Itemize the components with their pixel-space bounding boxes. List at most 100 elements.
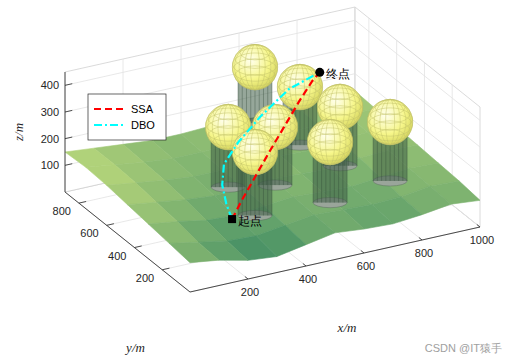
sphere [367, 99, 412, 144]
sphere [232, 129, 277, 174]
sphere-mesh [235, 151, 275, 171]
sphere-mesh [250, 44, 259, 89]
sphere-mesh [240, 159, 270, 174]
terrain [65, 91, 480, 263]
annotation: 起点 [238, 214, 262, 228]
sphere-mesh [235, 48, 275, 68]
point-marker [315, 68, 324, 77]
tick-label: 800 [415, 247, 433, 259]
y-axis-line [65, 192, 190, 292]
sphere-mesh [240, 45, 270, 60]
walls [65, 7, 480, 292]
sphere-mesh [235, 66, 275, 86]
sphere-mesh [240, 74, 270, 89]
sphere-mesh [314, 119, 346, 164]
terrain-cell [169, 242, 219, 262]
plot-area [65, 44, 480, 262]
sphere [232, 44, 277, 89]
sphere-mesh [280, 68, 320, 88]
sphere-mesh [370, 103, 410, 123]
wall [65, 127, 480, 292]
sphere-mesh [235, 44, 276, 89]
sphere-mesh [310, 123, 350, 143]
sphere-mesh [245, 129, 265, 174]
sphere-mesh [370, 121, 410, 141]
markers [228, 68, 324, 223]
axes: 2004006008001000200400600800100200300400… [11, 72, 494, 355]
grid-line [355, 20, 480, 120]
tick [65, 110, 72, 112]
sphere-mesh [326, 119, 335, 164]
tick-label: 200 [136, 272, 154, 284]
sphere-mesh [374, 99, 406, 144]
tick-label: 400 [41, 79, 59, 91]
tick-label: 800 [53, 205, 71, 217]
sphere-mesh [260, 105, 290, 120]
tick [361, 251, 364, 254]
tick-label: 200 [41, 133, 59, 145]
tick [65, 84, 72, 86]
sphere-mesh [280, 64, 321, 109]
path-line [222, 72, 320, 219]
sphere-mesh [239, 129, 271, 174]
tick-label: 600 [80, 227, 98, 239]
tick-label: 600 [357, 260, 375, 272]
sphere-mesh [295, 64, 304, 109]
grid [65, 7, 480, 279]
annotation: 终点 [326, 67, 350, 81]
sphere-mesh [315, 149, 345, 164]
legend-label: SSA [131, 103, 154, 115]
tick-label: 100 [41, 159, 59, 171]
legend-label: DBO [131, 119, 155, 131]
paths [222, 72, 320, 219]
sphere-mesh [375, 129, 405, 144]
sphere-mesh [208, 108, 248, 128]
legend-box [88, 94, 166, 140]
axis-title: z/m [11, 123, 26, 142]
tick [65, 164, 72, 166]
axis-title: y/m [124, 340, 145, 355]
tick [477, 225, 480, 228]
sphere-mesh [320, 119, 340, 164]
legend-swatch [94, 108, 126, 110]
point-marker [228, 215, 236, 223]
obstacles [206, 44, 413, 220]
path-line [232, 72, 320, 219]
terrain-cell [107, 183, 157, 205]
terrain-cell [65, 148, 115, 167]
tick-label: 200 [241, 286, 259, 298]
sphere-mesh [320, 88, 360, 108]
sphere [307, 119, 352, 164]
sphere-mesh [370, 99, 411, 144]
sphere-mesh [250, 129, 259, 174]
terrain-cell [86, 165, 136, 186]
sphere-mesh [315, 120, 345, 135]
sphere-mesh [386, 99, 395, 144]
sphere-mesh [310, 141, 350, 161]
tick-label: 400 [108, 250, 126, 262]
tick [65, 137, 72, 139]
x-axis-line [190, 227, 480, 292]
legend: SSA DBO [88, 94, 166, 140]
tick [134, 246, 141, 248]
obstacle [367, 99, 412, 186]
sphere-mesh [375, 100, 405, 115]
sphere-mesh [380, 99, 400, 144]
sphere-mesh [310, 119, 351, 164]
sphere-mesh [224, 104, 233, 149]
tick [107, 224, 114, 226]
chart: 2004006008001000200400600800100200300400… [0, 0, 508, 360]
sphere-mesh [239, 44, 271, 89]
sphere-mesh [284, 64, 316, 109]
axis-title: x/m [337, 320, 357, 335]
wall [65, 7, 355, 192]
legend-swatch [94, 124, 126, 126]
sphere-mesh [235, 129, 276, 174]
grid-line [355, 47, 480, 147]
terrain-cell [148, 222, 198, 244]
sphere-mesh [280, 86, 320, 106]
sphere-mesh [240, 130, 270, 145]
tick-label: 1000 [470, 234, 494, 246]
sphere-mesh [325, 85, 355, 100]
terrain-cell [128, 202, 178, 224]
